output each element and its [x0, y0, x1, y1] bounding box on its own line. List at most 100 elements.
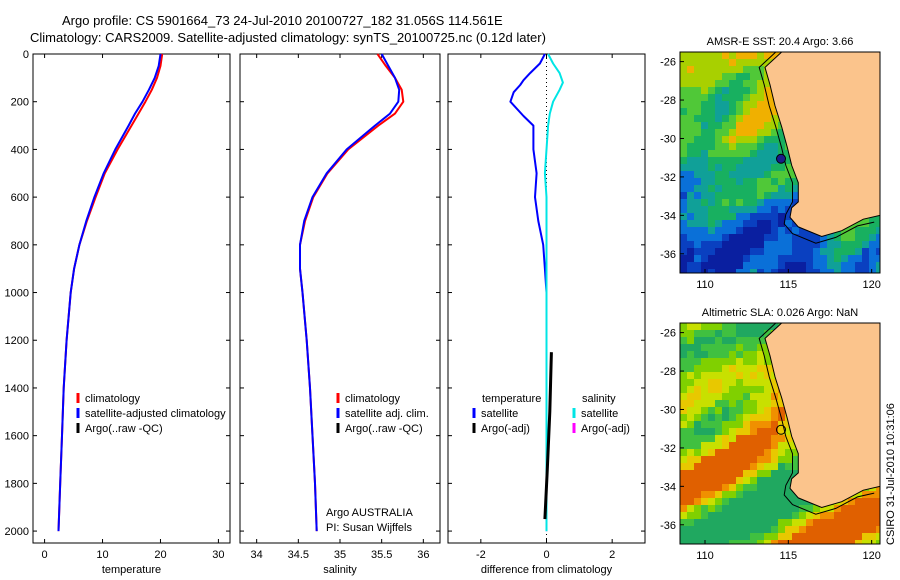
map-cell: [736, 421, 744, 429]
map-cell: [687, 248, 695, 256]
map-cell: [708, 330, 716, 338]
map-cell: [785, 192, 793, 200]
map-cell: [771, 227, 779, 235]
map-cell: [708, 101, 716, 109]
map-cell: [757, 87, 765, 95]
map-cell: [778, 477, 786, 485]
map-cell: [862, 234, 870, 242]
map-cell: [729, 344, 737, 352]
map-cell: [750, 185, 758, 193]
map-cell: [715, 512, 723, 520]
map-cell: [715, 213, 723, 221]
map-cell: [694, 136, 702, 144]
map-sst: [679, 51, 881, 274]
map-cell: [743, 414, 751, 422]
map-cell: [848, 234, 856, 242]
map-cell: [764, 442, 772, 450]
map-cell: [715, 477, 723, 485]
map-cell: [722, 80, 730, 88]
map-cell: [778, 400, 786, 408]
map-cell: [778, 491, 786, 499]
temp-legend-satellite-label: satellite-adjusted climatology: [85, 408, 226, 420]
map-cell: [771, 255, 779, 263]
map-cell: [841, 540, 849, 544]
map-cell: [764, 526, 772, 534]
map-cell: [680, 414, 688, 422]
diff-legend-sal-title: salinity: [582, 393, 616, 405]
map-cell: [862, 248, 870, 256]
map-cell: [820, 234, 828, 242]
map-cell: [743, 540, 751, 544]
map-cell: [750, 122, 758, 130]
map-cell: [722, 164, 730, 172]
map-cell: [736, 400, 744, 408]
map-cell: [750, 241, 758, 249]
map-cell: [715, 456, 723, 464]
map-cell: [687, 143, 695, 151]
map-cell: [764, 157, 772, 165]
map-cell: [701, 435, 709, 443]
map-cell: [834, 262, 842, 270]
map-cell: [757, 533, 765, 541]
map-cell: [687, 213, 695, 221]
map-frame-sst: [679, 51, 881, 274]
map-cell: [736, 52, 744, 60]
map-cell: [778, 220, 786, 228]
map-cell: [687, 379, 695, 387]
map-ytick-label-sst: -36: [660, 249, 676, 261]
map-cell: [778, 421, 786, 429]
map-cell: [680, 248, 688, 256]
map-cell: [694, 519, 702, 527]
map-cell: [806, 533, 814, 541]
map-cell: [687, 150, 695, 158]
map-cell: [757, 330, 765, 338]
map-cell: [876, 255, 880, 263]
panel-frame-temp: [32, 53, 231, 544]
map-cell: [862, 512, 870, 520]
map-cell: [841, 234, 849, 242]
map-cell: [785, 178, 793, 186]
map-cell: [680, 463, 688, 471]
map-cell: [799, 248, 807, 256]
map-cell: [757, 101, 765, 109]
map-cell: [729, 428, 737, 436]
map-cell: [680, 379, 688, 387]
map-cell: [729, 463, 737, 471]
map-cell: [680, 477, 688, 485]
float-marker-sla: [776, 424, 787, 435]
map-cell: [715, 505, 723, 513]
map-cell: [687, 129, 695, 137]
map-cell: [757, 323, 765, 331]
map-cell: [799, 498, 807, 506]
map-cell: [722, 421, 730, 429]
map-cell: [680, 129, 688, 137]
map-cell: [743, 512, 751, 520]
map-cell: [736, 192, 744, 200]
map-cell: [785, 234, 793, 242]
map-cell: [687, 337, 695, 345]
map-cell: [743, 435, 751, 443]
map-cell: [827, 505, 835, 513]
map-cell: [715, 421, 723, 429]
map-cell: [827, 262, 835, 270]
map-cell: [743, 484, 751, 492]
map-cell: [743, 463, 751, 471]
map-cell: [869, 505, 877, 513]
map-cell: [680, 344, 688, 352]
map-cell: [680, 421, 688, 429]
map-cell: [687, 227, 695, 235]
map-cell: [743, 372, 751, 380]
map-cell: [771, 533, 779, 541]
diff-argo-line: [543, 352, 553, 520]
map-cell: [764, 269, 772, 273]
map-cell: [862, 241, 870, 249]
map-cell: [764, 206, 772, 214]
map-cell: [701, 365, 709, 373]
map-cell: [743, 206, 751, 214]
map-cell: [722, 463, 730, 471]
map-cell: [708, 477, 716, 485]
map-cell: [701, 414, 709, 422]
map-cell: [708, 386, 716, 394]
map-cell: [694, 269, 702, 273]
map-xtick-label-sst: 115: [780, 279, 798, 291]
